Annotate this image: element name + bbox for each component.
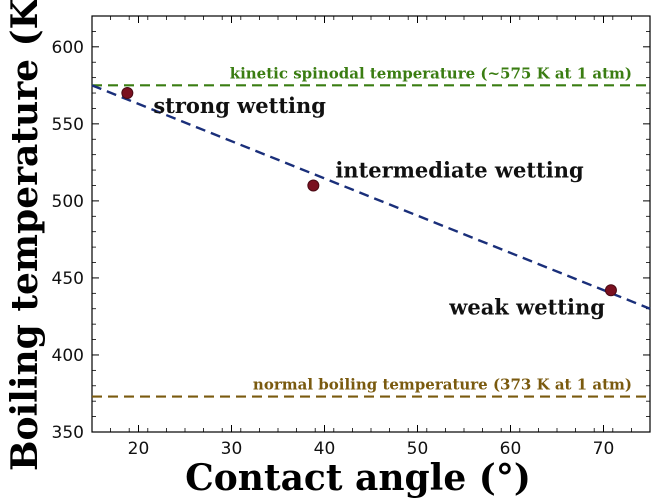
x-tick-label: 50	[407, 439, 429, 459]
x-tick-label: 70	[593, 439, 615, 459]
fit-line	[91, 84, 651, 310]
y-tick-label: 350	[52, 423, 84, 443]
data-point-label: weak wetting	[448, 294, 605, 319]
data-point-label: intermediate wetting	[335, 157, 584, 182]
y-tick-label: 450	[52, 269, 84, 289]
reference-line-label: normal boiling temperature (373 K at 1 a…	[253, 376, 632, 394]
data-point	[121, 87, 134, 100]
data-point-label: strong wetting	[153, 93, 326, 118]
y-tick-label: 600	[52, 38, 84, 58]
x-tick-label: 60	[500, 439, 522, 459]
data-point	[604, 284, 617, 297]
y-axis-title: Boiling temperature (K)	[4, 0, 46, 471]
data-point	[307, 179, 320, 192]
x-tick-label: 40	[314, 439, 336, 459]
x-axis-title: Contact angle (°)	[185, 457, 531, 499]
y-tick-label: 550	[52, 115, 84, 135]
y-tick-label: 400	[52, 346, 84, 366]
plot-area: 20 30 40 50 60 70 350 400 450 500 550 600 kinetic sp…	[52, 15, 651, 459]
x-tick-label: 20	[128, 439, 150, 459]
x-tick-label: 30	[221, 439, 243, 459]
reference-line-label: kinetic spinodal temperature (~575 K at …	[230, 64, 632, 82]
y-tick-label: 500	[52, 192, 84, 212]
